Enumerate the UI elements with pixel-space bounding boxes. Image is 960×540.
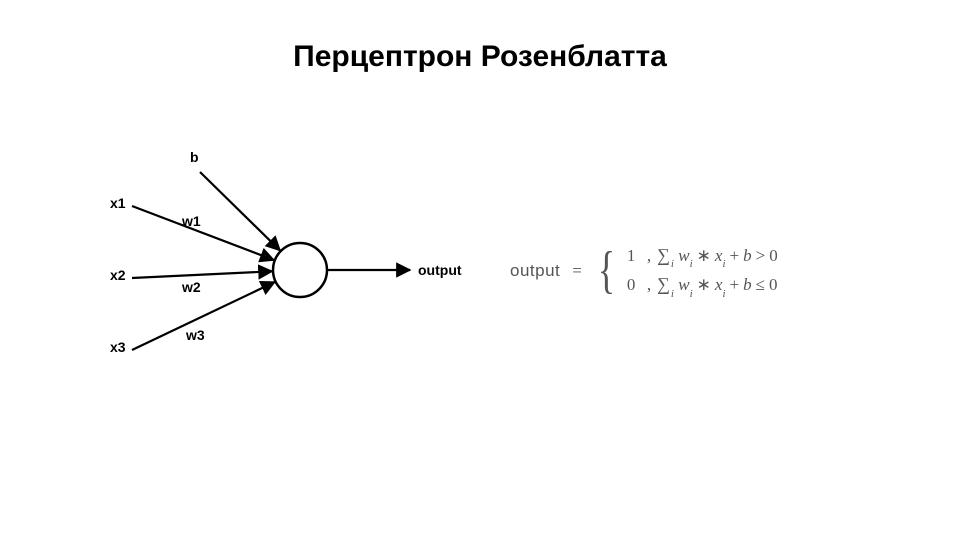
label-x3: x3 [110,339,126,355]
case-row-0: 1,∑i wi∗xi+b>0 [627,245,778,268]
neuron-node [273,243,327,297]
case-row-1: 0,∑i wi∗xi+b≤0 [627,274,778,297]
edge-x1 [132,206,274,260]
edge-b [200,172,280,250]
label-x2: x2 [110,267,126,283]
diagram-svg: b x1 w1 x2 w2 x3 w3 output [70,130,470,370]
label-w2: w2 [181,279,201,295]
equals-sign: = [568,261,586,281]
formula-cases: 1,∑i wi∗xi+b>0 0,∑i wi∗xi+b≤0 [627,245,778,298]
label-output: output [418,262,462,278]
formula-lhs: output [510,261,560,281]
edge-x2 [132,271,272,278]
brace-icon: { [598,245,615,297]
label-x1: x1 [110,195,126,211]
label-w3: w3 [185,327,205,343]
label-b: b [190,149,199,165]
output-formula: output = { 1,∑i wi∗xi+b>0 0,∑i wi∗xi+b≤0 [510,245,778,298]
page-title: Перцептрон Розенблатта [0,40,960,74]
label-w1: w1 [181,213,201,229]
perceptron-diagram: b x1 w1 x2 w2 x3 w3 output [70,130,470,370]
